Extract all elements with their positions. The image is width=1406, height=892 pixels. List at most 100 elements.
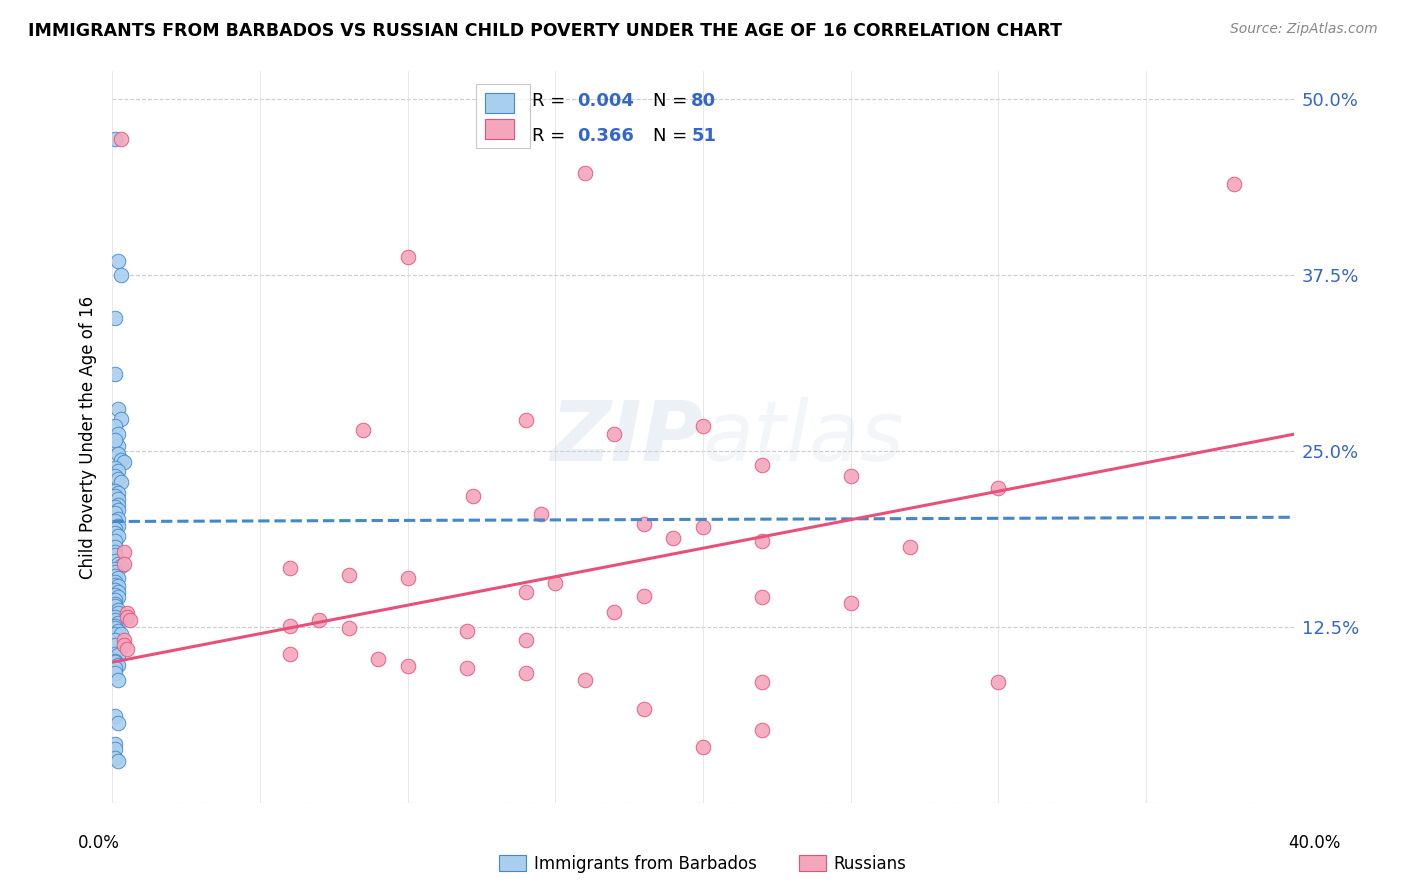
Point bbox=[104, 367, 127, 381]
Point bbox=[107, 557, 129, 571]
Point bbox=[107, 427, 129, 442]
Point bbox=[107, 715, 129, 730]
Point bbox=[104, 621, 127, 635]
Point bbox=[104, 655, 127, 669]
Point bbox=[574, 673, 596, 688]
Point bbox=[104, 742, 127, 756]
Text: 0.0%: 0.0% bbox=[77, 834, 120, 852]
Point bbox=[107, 447, 129, 461]
Point bbox=[110, 412, 132, 426]
Point bbox=[278, 618, 301, 632]
Point bbox=[104, 132, 127, 146]
Point bbox=[529, 508, 551, 522]
Point bbox=[104, 310, 127, 325]
Point bbox=[104, 610, 127, 624]
Point bbox=[104, 583, 127, 598]
Point bbox=[987, 481, 1010, 495]
Point bbox=[692, 418, 714, 433]
Point bbox=[603, 605, 626, 619]
Point bbox=[104, 708, 127, 723]
Point bbox=[112, 455, 135, 469]
Text: N =: N = bbox=[654, 127, 693, 145]
Point bbox=[104, 737, 127, 751]
Text: 51: 51 bbox=[692, 127, 716, 145]
Point bbox=[117, 606, 138, 620]
Point bbox=[751, 458, 773, 473]
Point bbox=[112, 545, 135, 559]
Point bbox=[112, 557, 135, 571]
Point bbox=[107, 673, 129, 688]
Point bbox=[104, 461, 127, 475]
Text: R =: R = bbox=[531, 127, 571, 145]
Point bbox=[633, 517, 655, 532]
Point bbox=[751, 674, 773, 689]
Point bbox=[107, 498, 129, 512]
Point bbox=[110, 132, 132, 146]
Point bbox=[107, 503, 129, 517]
Point bbox=[544, 576, 567, 591]
Point bbox=[107, 511, 129, 525]
Point bbox=[117, 610, 138, 624]
Point bbox=[898, 540, 921, 554]
Point bbox=[104, 578, 127, 592]
Point bbox=[107, 486, 129, 500]
Point bbox=[104, 565, 127, 579]
Point bbox=[751, 534, 773, 549]
Point bbox=[692, 520, 714, 534]
Point bbox=[104, 433, 127, 447]
Text: 0.366: 0.366 bbox=[576, 127, 634, 145]
Point bbox=[104, 489, 127, 503]
Point bbox=[104, 593, 127, 607]
Point bbox=[104, 574, 127, 589]
Text: Source: ZipAtlas.com: Source: ZipAtlas.com bbox=[1230, 22, 1378, 37]
Point bbox=[107, 657, 129, 672]
Point bbox=[515, 666, 537, 681]
Point bbox=[104, 525, 127, 540]
Point bbox=[110, 475, 132, 489]
Point bbox=[1223, 177, 1246, 191]
Y-axis label: Child Poverty Under the Age of 16: Child Poverty Under the Age of 16 bbox=[79, 295, 97, 579]
Point bbox=[107, 603, 129, 617]
Point bbox=[396, 250, 419, 264]
Point bbox=[352, 423, 374, 437]
Point bbox=[110, 268, 132, 283]
Point bbox=[104, 588, 127, 602]
Point bbox=[104, 500, 127, 515]
Text: N =: N = bbox=[654, 92, 693, 110]
Point bbox=[515, 584, 537, 599]
Point bbox=[104, 515, 127, 529]
Point bbox=[107, 472, 129, 486]
Text: ZIP: ZIP bbox=[550, 397, 703, 477]
Point bbox=[104, 647, 127, 661]
Point bbox=[633, 589, 655, 603]
Point bbox=[515, 413, 537, 427]
Point bbox=[104, 613, 127, 627]
Point bbox=[112, 632, 135, 647]
Point bbox=[104, 632, 127, 647]
Legend: Immigrants from Barbados, Russians: Immigrants from Barbados, Russians bbox=[492, 848, 914, 880]
Point bbox=[515, 632, 537, 647]
Point bbox=[107, 754, 129, 768]
Text: 0.004: 0.004 bbox=[576, 92, 634, 110]
Point bbox=[104, 618, 127, 632]
Point bbox=[104, 506, 127, 520]
Point bbox=[662, 532, 685, 546]
Point bbox=[104, 554, 127, 568]
Point bbox=[107, 401, 129, 416]
Point bbox=[104, 469, 127, 483]
Point bbox=[104, 666, 127, 681]
Point bbox=[104, 599, 127, 613]
Point bbox=[107, 606, 129, 620]
Point bbox=[107, 571, 129, 585]
Point bbox=[337, 568, 360, 582]
Point bbox=[751, 591, 773, 605]
Point bbox=[278, 647, 301, 661]
Text: 40.0%: 40.0% bbox=[1288, 834, 1341, 852]
Point bbox=[104, 534, 127, 549]
Point bbox=[104, 661, 127, 675]
Point bbox=[104, 638, 127, 652]
Point bbox=[987, 674, 1010, 689]
Point bbox=[104, 751, 127, 765]
Point bbox=[117, 642, 138, 657]
Point bbox=[107, 491, 129, 506]
